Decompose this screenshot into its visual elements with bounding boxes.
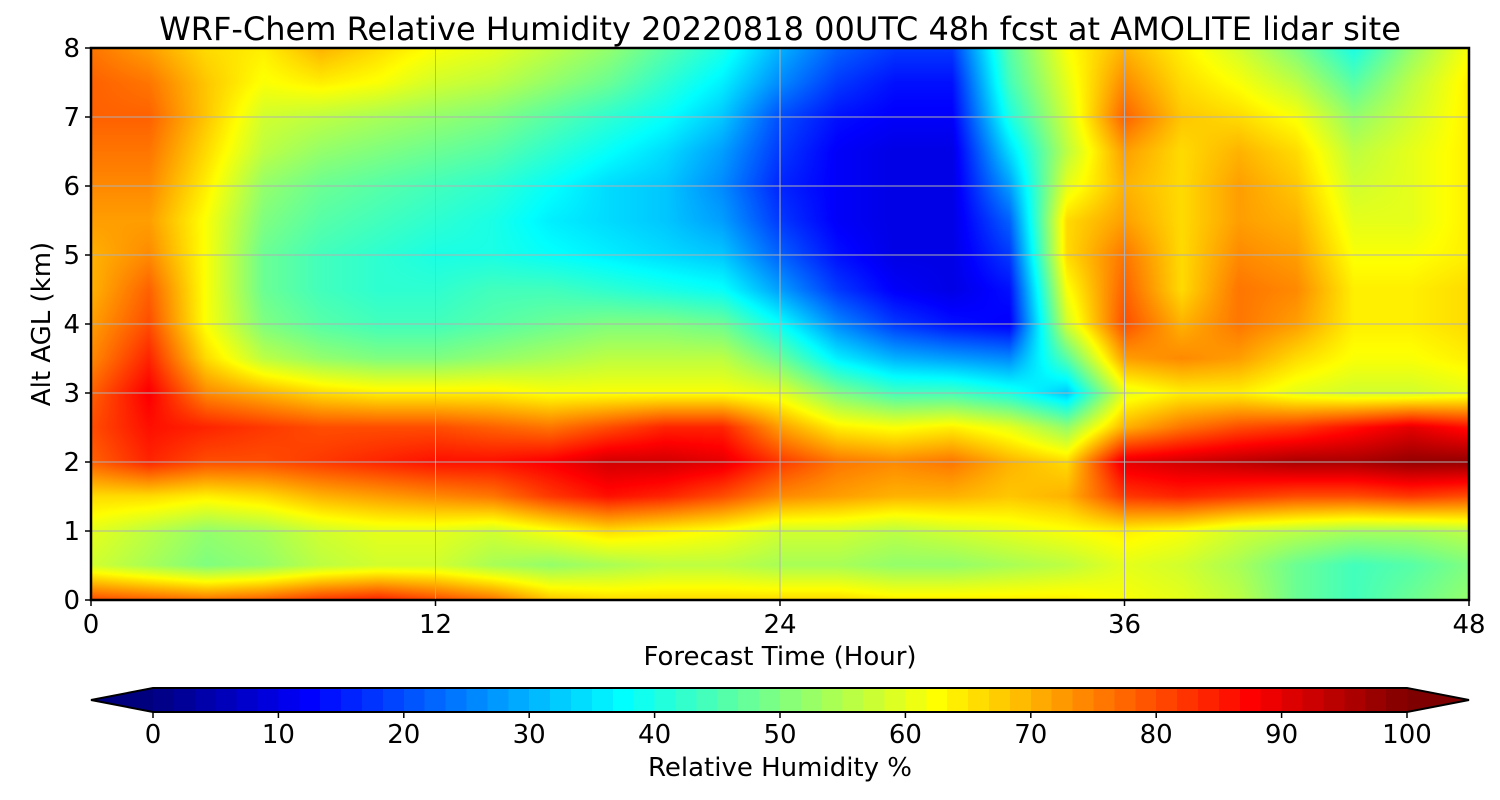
y-tick-label: 0: [63, 586, 80, 616]
colorbar-levels: [153, 688, 1407, 712]
x-axis-label: Forecast Time (Hour): [643, 642, 916, 672]
colorbar-tick-label: 80: [1140, 720, 1173, 750]
colorbar-tick-label: 40: [638, 720, 671, 750]
y-tick-label: 8: [63, 34, 80, 64]
colorbar-tick-label: 70: [1014, 720, 1047, 750]
colorbar-tick-label: 90: [1265, 720, 1298, 750]
y-tick-label: 6: [63, 172, 80, 202]
x-tick-label: 0: [83, 610, 100, 640]
colorbar-tick-label: 60: [889, 720, 922, 750]
colorbar-tick-label: 0: [145, 720, 162, 750]
colorbar-tick-label: 20: [387, 720, 420, 750]
colorbar-label: Relative Humidity %: [648, 753, 912, 783]
colorbar-tick-label: 50: [763, 720, 796, 750]
grid-lines: [91, 48, 1469, 600]
x-tick-label: 12: [419, 610, 452, 640]
y-axis-label: Alt AGL (km): [27, 242, 57, 406]
y-tick-label: 2: [63, 448, 80, 478]
y-tick-label: 7: [63, 103, 80, 133]
y-tick-label: 5: [63, 241, 80, 271]
colorbar-tick-label: 100: [1382, 720, 1432, 750]
y-tick-label: 1: [63, 517, 80, 547]
colorbar-tick-label: 10: [262, 720, 295, 750]
colorbar-tick-label: 30: [513, 720, 546, 750]
y-tick-label: 3: [63, 379, 80, 409]
x-axis-ticks: 0 12 24 36 48: [83, 600, 1486, 640]
x-tick-label: 36: [1108, 610, 1141, 640]
colorbar-ticks: 0 10 20 30 40 50 60 70 80 90 100: [145, 712, 1432, 750]
chart-title: WRF-Chem Relative Humidity 20220818 00UT…: [159, 10, 1401, 48]
y-axis-ticks: 0 1 2 3 4 5 6 7 8: [63, 34, 91, 616]
x-tick-label: 48: [1452, 610, 1485, 640]
colorbar-extend-low: [91, 688, 153, 712]
x-tick-label: 24: [763, 610, 796, 640]
colorbar: 0 10 20 30 40 50 60 70 80 90 100 Relative Humidity…: [90, 687, 1470, 783]
colorbar-extend-high: [1407, 688, 1469, 712]
y-tick-label: 4: [63, 310, 80, 340]
